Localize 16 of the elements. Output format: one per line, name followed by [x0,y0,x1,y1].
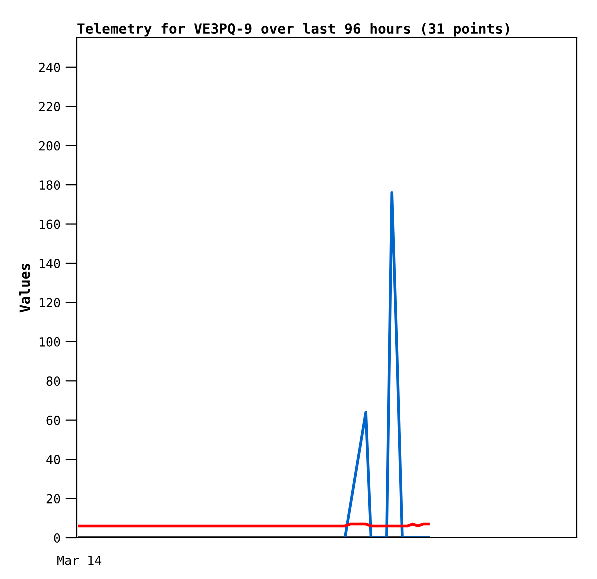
y-tick-label: 100 [40,337,60,347]
y-tick-label: 220 [39,102,60,112]
text: Mar 14 [58,556,102,566]
y-tick-label: 160 [40,220,60,230]
y-tick-label: 140 [40,258,60,268]
y-tick-label: 200 [39,141,60,151]
y-tick-label: 120 [40,298,60,308]
y-tick-label: 0 [54,534,60,543]
y-tick-label: 240 [39,62,60,72]
chart-title: Telemetry for VE3PQ-9 over last 96 hours (31 points) [78,22,510,37]
y-tick-label: 40 [46,455,60,465]
y-tick-label: 20 [46,494,60,504]
y-tick-label: 60 [46,416,60,426]
y-tick-label: 80 [46,376,60,386]
y-tick-label: 180 [40,180,60,190]
y-axis-title: Values [19,264,30,313]
